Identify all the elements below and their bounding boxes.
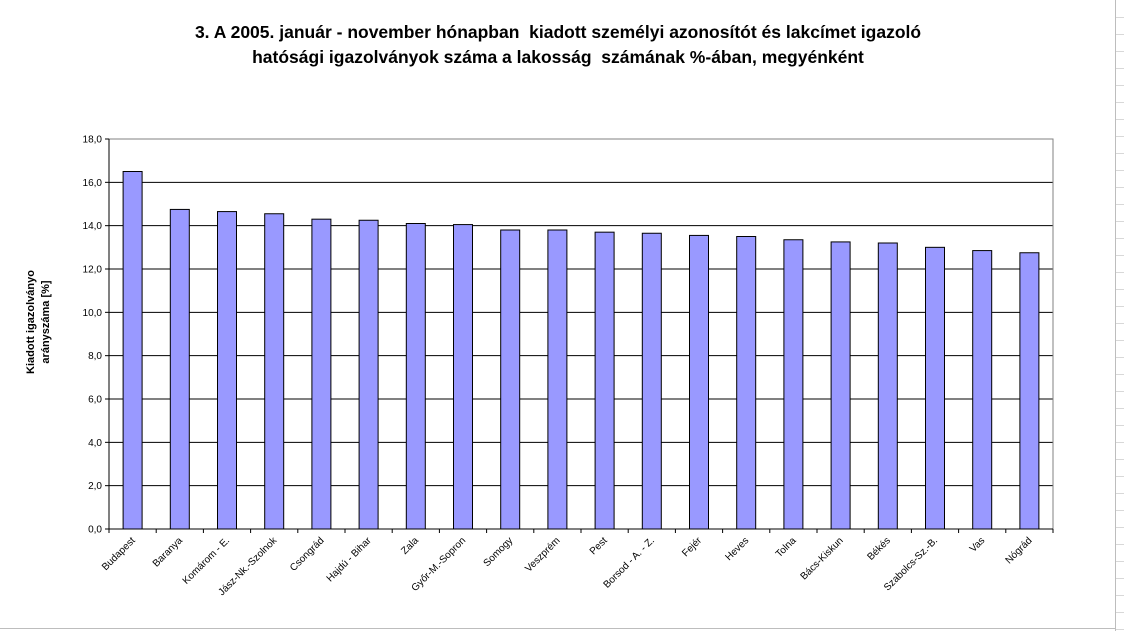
y-tick-label: 16,0 xyxy=(83,178,103,189)
x-tick-label: Fejér xyxy=(680,535,704,559)
y-tick-label: 18,0 xyxy=(83,135,103,146)
bar xyxy=(311,218,332,530)
x-tick-label: Heves xyxy=(723,535,751,563)
sheet-row-marker xyxy=(1116,136,1124,137)
sheet-row-marker xyxy=(1116,153,1124,154)
sheet-row-marker xyxy=(1116,476,1124,477)
sheet-row-marker xyxy=(1116,425,1124,426)
sheet-row-marker xyxy=(1116,374,1124,375)
sheet-row-marker xyxy=(1116,17,1124,18)
sheet-row-marker xyxy=(1116,272,1124,273)
x-tick-label: Nógrád xyxy=(1004,535,1035,566)
sheet-edge-right xyxy=(1115,0,1128,631)
sheet-row-marker xyxy=(1116,561,1124,562)
sheet-row-marker xyxy=(1116,102,1124,103)
y-tick-label: 0,0 xyxy=(88,525,102,536)
x-tick-label: Bács-Kiskun xyxy=(799,535,846,582)
sheet-row-marker xyxy=(1116,68,1124,69)
bar xyxy=(217,211,237,530)
y-tick-label: 10,0 xyxy=(83,308,103,319)
sheet-row-marker xyxy=(1116,238,1124,239)
sheet-row-marker xyxy=(1116,442,1124,443)
sheet-row-marker xyxy=(1116,170,1124,171)
sheet-row-marker xyxy=(1116,340,1124,341)
bar xyxy=(783,239,804,530)
y-tick-label: 14,0 xyxy=(83,221,103,232)
sheet-edge-bottom xyxy=(0,628,1115,632)
x-tick-label: Zala xyxy=(399,535,421,557)
sheet-row-marker xyxy=(1116,357,1124,358)
x-tick-label: Borsod - A. - Z. xyxy=(602,535,657,590)
sheet-row-marker xyxy=(1116,119,1124,120)
bar xyxy=(689,234,709,530)
sheet-row-marker xyxy=(1116,391,1124,392)
bar xyxy=(169,208,190,530)
y-tick-label: 12,0 xyxy=(83,265,103,276)
x-tick-label: Békés xyxy=(865,535,892,562)
y-axis-title: Kiadott igazolványo arányszáma [%] xyxy=(25,270,52,374)
y-tick-label: 6,0 xyxy=(88,395,102,406)
y-tick-labels: 0,0 2,0 4,0 6,0 8,0 10,0 12,0 14,0 16,0 18,0 xyxy=(83,135,103,536)
sheet-row-marker xyxy=(1116,493,1124,494)
y-axis-title-line-2: arányszáma [%] xyxy=(40,280,52,363)
x-tick-label: Tolna xyxy=(774,535,799,560)
sheet-row-marker xyxy=(1116,323,1124,324)
bar xyxy=(453,224,473,530)
sheet-row-marker xyxy=(1116,527,1124,528)
bar xyxy=(736,236,757,530)
bar xyxy=(264,213,285,530)
plot-area xyxy=(108,138,1054,530)
sheet-row-marker xyxy=(1116,578,1124,579)
y-tick-label: 4,0 xyxy=(88,438,102,449)
bar xyxy=(594,231,615,530)
sheet-row-marker xyxy=(1116,629,1124,630)
x-tick-label: Vas xyxy=(968,535,987,554)
bars xyxy=(122,171,1040,530)
bar xyxy=(358,219,379,530)
sheet-row-marker xyxy=(1116,204,1124,205)
sheet-row-marker xyxy=(1116,289,1124,290)
sheet-row-marker xyxy=(1116,85,1124,86)
bar xyxy=(925,246,945,530)
y-tick-label: 2,0 xyxy=(88,481,102,492)
bar xyxy=(547,229,568,530)
x-tick-label: Csongrád xyxy=(288,535,326,573)
gridlines xyxy=(109,181,1053,487)
sheet-row-marker xyxy=(1116,221,1124,222)
sheet-row-marker xyxy=(1116,595,1124,596)
x-tick-label: Pest xyxy=(588,535,610,557)
x-tick-label: Komárom - E. xyxy=(181,535,232,586)
x-tick-label: Budapest xyxy=(100,535,138,573)
bar xyxy=(972,250,993,530)
sheet-row-marker xyxy=(1116,187,1124,188)
bar xyxy=(122,171,143,530)
chart-title-line-1: 3. A 2005. január - november hónapban ki… xyxy=(194,22,922,42)
sheet-row-marker xyxy=(1116,408,1124,409)
x-tick-label: Hajdú - Bihar xyxy=(325,535,375,585)
x-tick-label: Veszprém xyxy=(523,535,562,574)
y-axis-title-line-1: Kiadott igazolványo xyxy=(25,270,37,374)
bar xyxy=(1019,252,1040,530)
sheet-row-marker xyxy=(1116,510,1124,511)
sheet-row-marker xyxy=(1116,34,1124,35)
y-tick-label: 8,0 xyxy=(88,351,102,362)
bar xyxy=(500,229,521,530)
chart-title-line-2: hatósági igazolványok száma a lakosság s… xyxy=(252,47,864,67)
sheet-row-marker xyxy=(1116,459,1124,460)
sheet-row-marker xyxy=(1116,255,1124,256)
x-tick-label: Baranya xyxy=(151,535,185,569)
bar xyxy=(405,223,426,530)
bar xyxy=(877,242,898,530)
bar xyxy=(641,232,662,530)
sheet-row-marker xyxy=(1116,612,1124,613)
x-tick-label: Somogy xyxy=(482,535,516,569)
sheet-row-marker xyxy=(1116,51,1124,52)
bar xyxy=(830,241,851,530)
sheet-row-marker xyxy=(1116,306,1124,307)
axes xyxy=(105,138,1054,533)
sheet-row-marker xyxy=(1116,544,1124,545)
